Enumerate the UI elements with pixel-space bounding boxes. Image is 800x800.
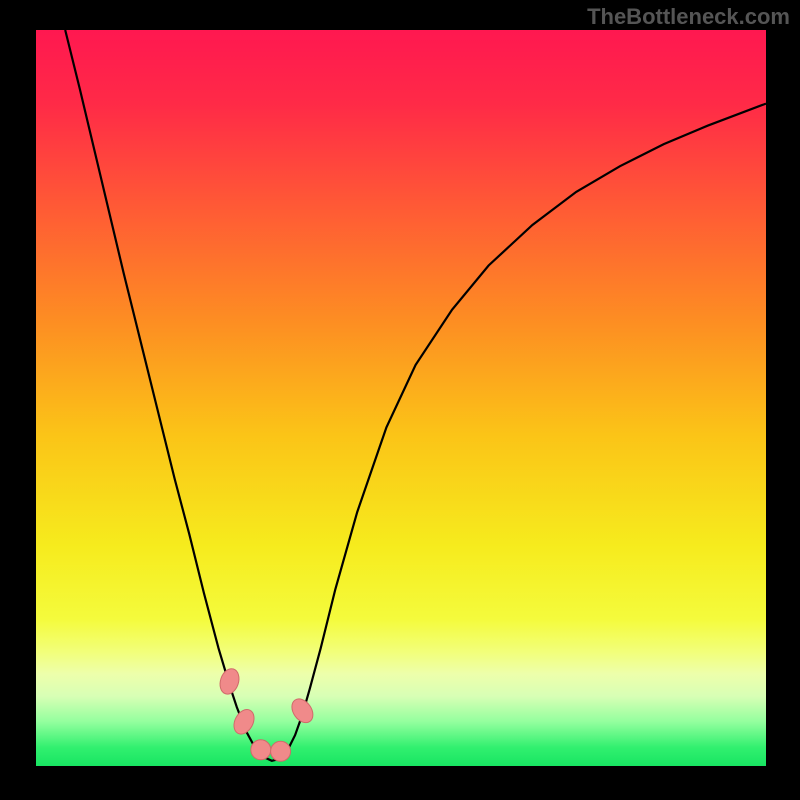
marker-1 [230,706,258,737]
watermark-text: TheBottleneck.com [587,4,790,30]
plot-area [36,30,766,766]
markers-group [217,666,317,761]
marker-4 [288,695,318,727]
marker-2 [251,740,271,760]
bottleneck-curve [65,30,766,761]
chart-container: { "watermark": { "text": "TheBottleneck.… [0,0,800,800]
marker-0 [217,666,242,696]
marker-3 [271,741,291,761]
curve-svg [36,30,766,766]
